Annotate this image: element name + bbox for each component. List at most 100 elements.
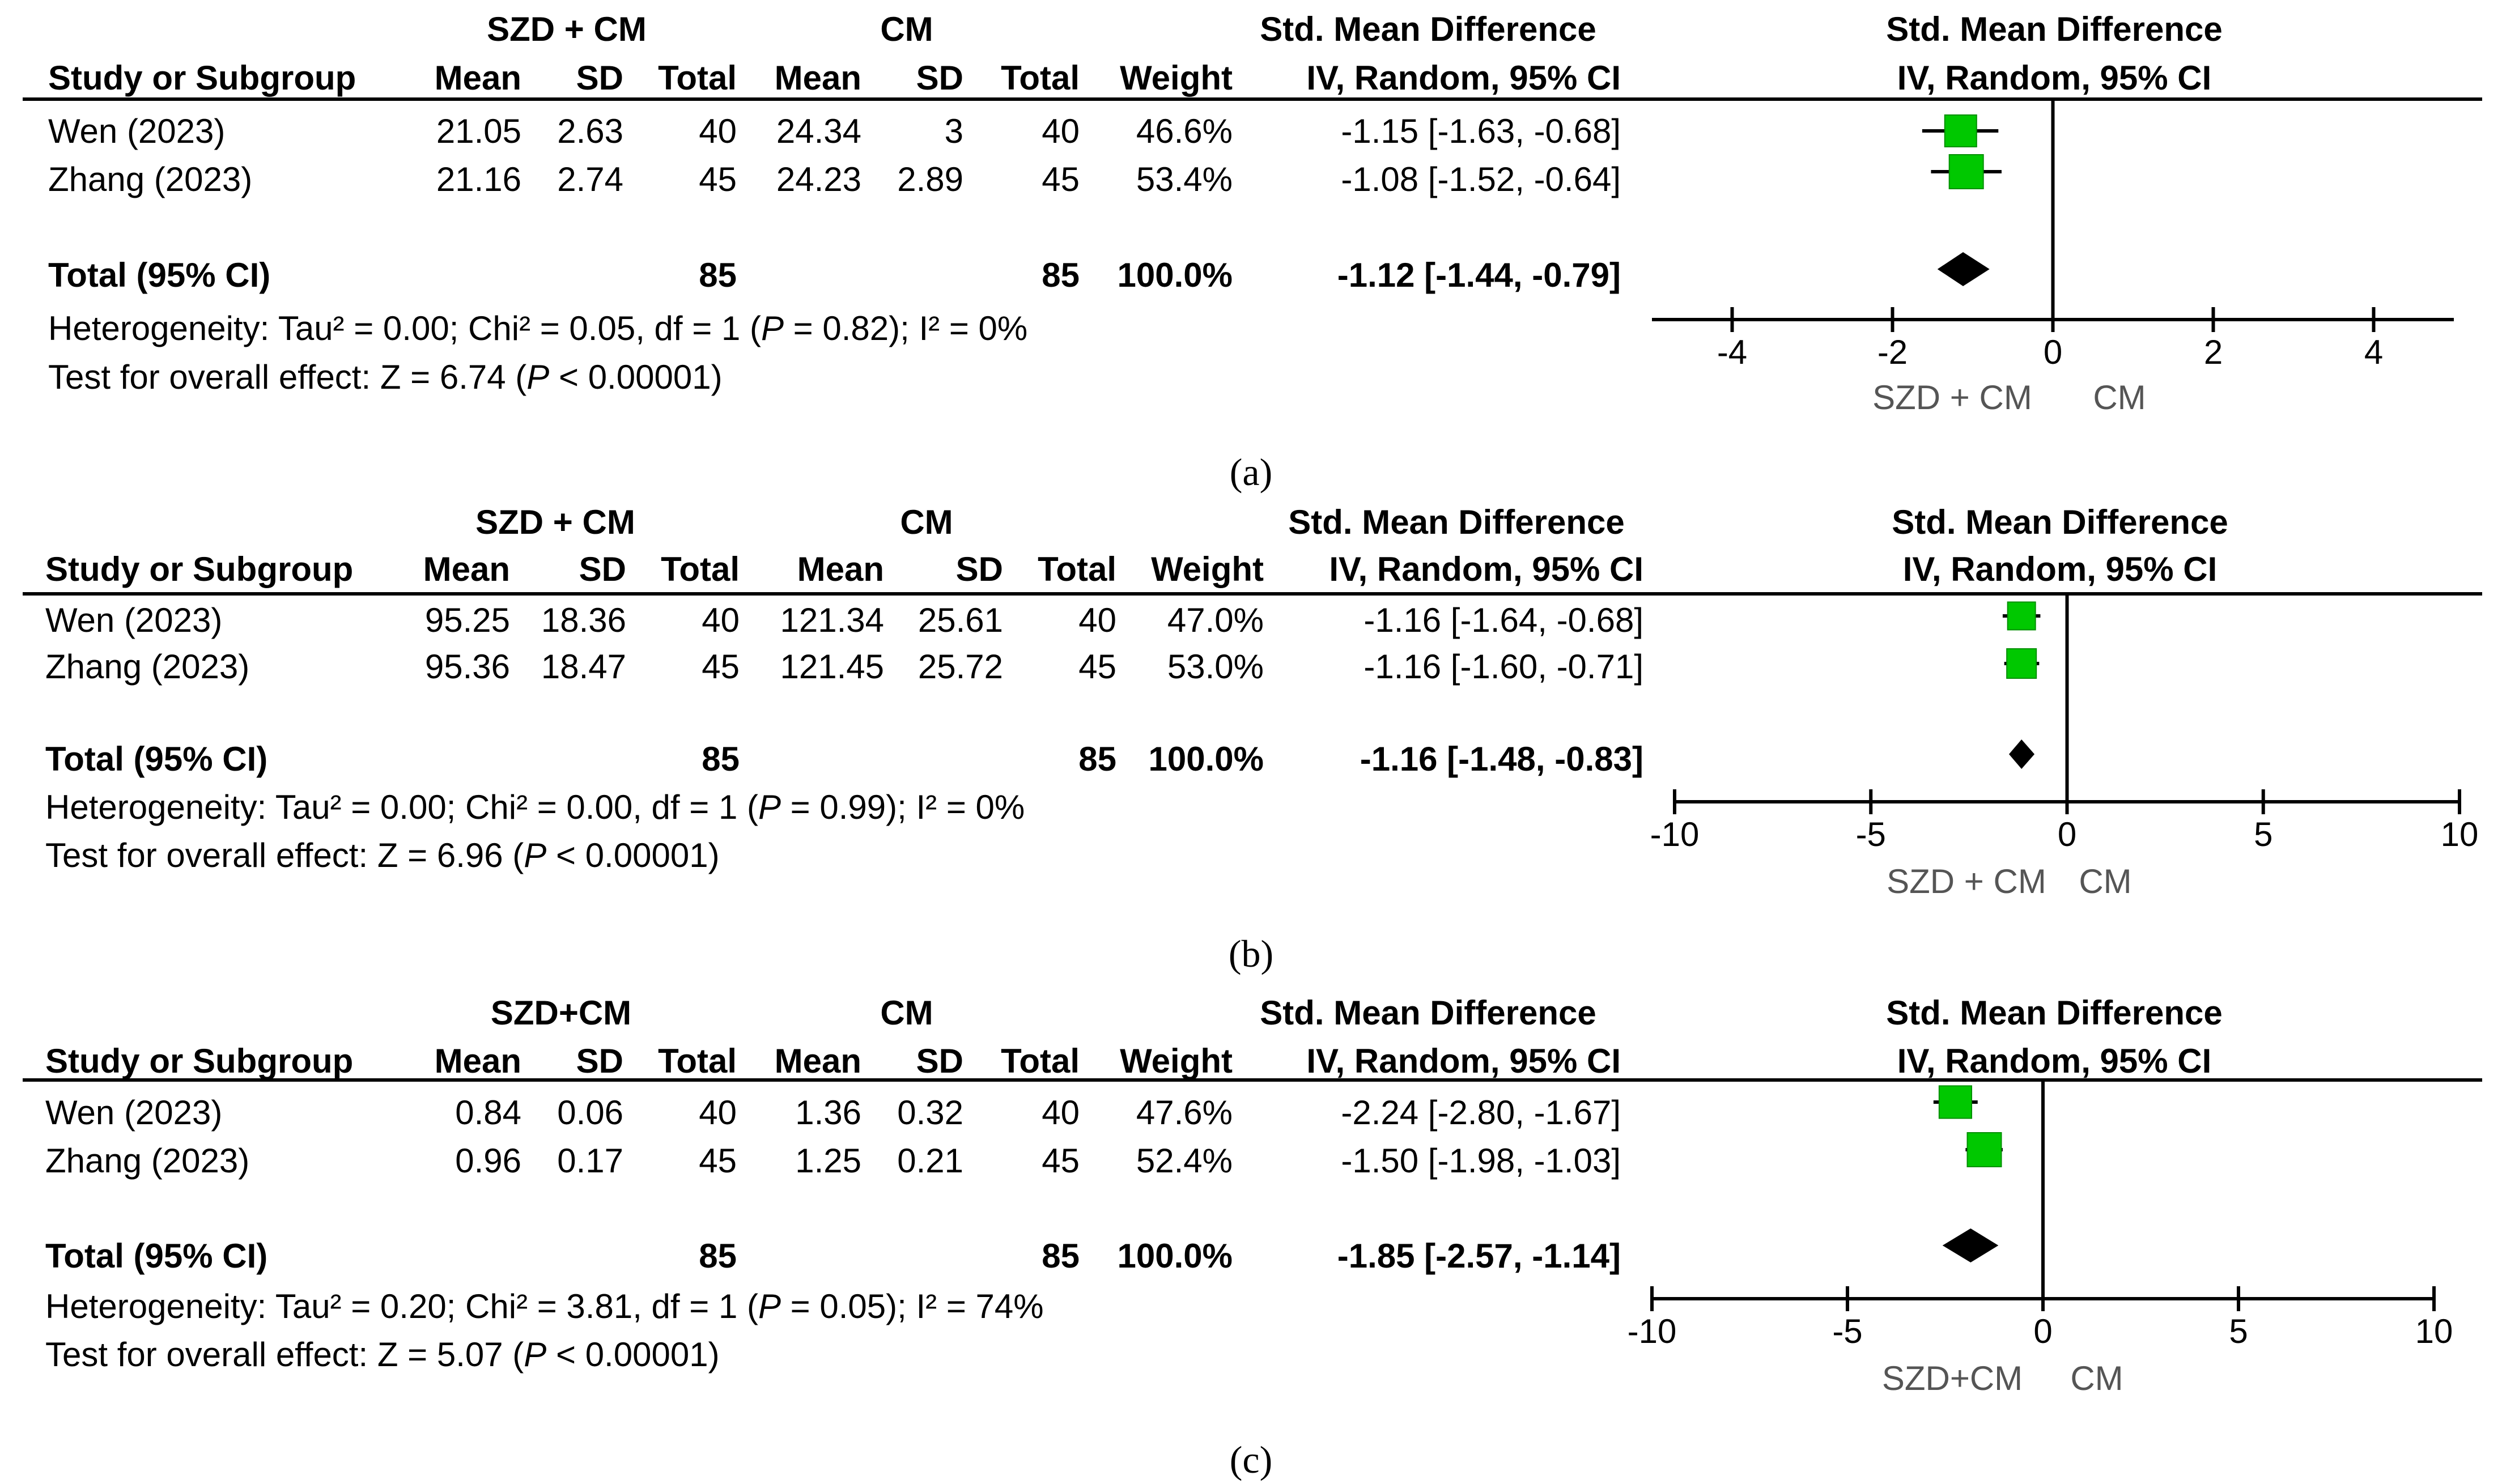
panel-label: (b): [1228, 932, 1274, 975]
study-name: Wen (2023): [45, 601, 223, 639]
overall-effect-text: Test for overall effect: Z = 5.07 (P < 0…: [45, 1336, 720, 1374]
group1-header: SZD + CM: [487, 10, 647, 48]
study-marker: [1966, 1132, 2002, 1167]
study-name: Zhang (2023): [48, 160, 253, 198]
forest-plot-c: -10 -5 0 5 10 SZD+CM CM: [23, 1078, 2482, 1397]
total-weight: 100.0%: [1117, 256, 1233, 294]
forest-panel-c: SZD+CM CM Std. Mean Difference Std. Mean…: [0, 989, 2502, 1484]
study-name: Wen (2023): [45, 1094, 223, 1132]
plot-title: Std. Mean Difference: [1886, 10, 2223, 48]
weight: 46.6%: [1136, 112, 1233, 150]
total-label: Total (95% CI): [45, 740, 268, 778]
total1-sum: 85: [702, 740, 740, 778]
group1-header: SZD + CM: [475, 503, 635, 541]
heterogeneity-text: Heterogeneity: Tau² = 0.00; Chi² = 0.00,…: [45, 788, 1025, 826]
col-weight: Weight: [1120, 59, 1233, 97]
total-effect-ci: -1.16 [-1.48, -0.83]: [1360, 740, 1643, 778]
total1: 40: [699, 1094, 737, 1132]
panel-label: (c): [1229, 1438, 1273, 1481]
mean2: 121.34: [780, 601, 884, 639]
col-sd1: SD: [576, 59, 623, 97]
x-tick-label: 0: [2058, 815, 2076, 853]
plot-title: Std. Mean Difference: [1892, 503, 2228, 541]
plot-sub: IV, Random, 95% CI: [1902, 550, 2218, 588]
weight: 47.0%: [1167, 601, 1264, 639]
total-effect-ci: -1.12 [-1.44, -0.79]: [1337, 256, 1621, 294]
col-mean1: Mean: [434, 1042, 521, 1080]
col-effect-sub: IV, Random, 95% CI: [1306, 1042, 1621, 1080]
mean2: 1.25: [795, 1142, 861, 1180]
effect-ci: -1.16 [-1.64, -0.68]: [1363, 601, 1643, 639]
study-marker: [2006, 648, 2037, 679]
x-tick-label: 10: [2415, 1312, 2453, 1350]
heterogeneity-text: Heterogeneity: Tau² = 0.20; Chi² = 3.81,…: [45, 1287, 1044, 1325]
weight: 53.0%: [1167, 648, 1264, 686]
mean1: 21.16: [436, 160, 521, 198]
heterogeneity-text: Heterogeneity: Tau² = 0.00; Chi² = 0.05,…: [48, 309, 1028, 347]
x-tick-label: -4: [1717, 333, 1747, 371]
total2: 45: [1042, 160, 1080, 198]
total-weight: 100.0%: [1148, 740, 1264, 778]
group2-header: CM: [880, 994, 933, 1032]
weight: 47.6%: [1136, 1094, 1233, 1132]
sd2: 25.61: [917, 601, 1003, 639]
x-tick-label: -5: [1832, 1312, 1862, 1350]
total2-sum: 85: [1042, 256, 1080, 294]
col-sd2: SD: [916, 59, 963, 97]
total1: 45: [699, 160, 737, 198]
group2-header: CM: [900, 503, 953, 541]
favours-right-label: CM: [2070, 1359, 2123, 1397]
sd2: 25.72: [917, 648, 1003, 686]
forest-plot-a: -4 -2 0 2 4 SZD + CM CM: [23, 97, 2482, 416]
x-tick-label: -10: [1650, 815, 1700, 853]
study-name: Zhang (2023): [45, 648, 250, 686]
mean2: 24.23: [776, 160, 861, 198]
total-label: Total (95% CI): [48, 256, 271, 294]
overall-effect-text: Test for overall effect: Z = 6.96 (P < 0…: [45, 836, 720, 874]
effect-title: Std. Mean Difference: [1260, 994, 1596, 1032]
group1-header: SZD+CM: [490, 994, 632, 1032]
col-sd1: SD: [576, 1042, 623, 1080]
mean1: 0.84: [455, 1094, 521, 1132]
pooled-diamond: [1937, 252, 1990, 286]
col-total2: Total: [1001, 59, 1080, 97]
col-weight: Weight: [1151, 550, 1264, 588]
effect-ci: -1.15 [-1.63, -0.68]: [1341, 112, 1621, 150]
mean2: 1.36: [795, 1094, 861, 1132]
col-mean2: Mean: [774, 59, 861, 97]
favours-left-label: SZD + CM: [1887, 862, 2046, 900]
study-marker: [1944, 114, 1977, 148]
sd2: 0.21: [897, 1142, 963, 1180]
study-marker: [2007, 601, 2036, 631]
sd2: 3: [944, 112, 963, 150]
x-tick-label: 5: [2254, 815, 2272, 853]
col-total2: Total: [1001, 1042, 1080, 1080]
weight: 52.4%: [1136, 1142, 1233, 1180]
plot-sub: IV, Random, 95% CI: [1897, 1042, 2212, 1080]
pooled-diamond: [2009, 739, 2035, 769]
weight: 53.4%: [1136, 160, 1233, 198]
total2: 40: [1042, 112, 1080, 150]
col-study: Study or Subgroup: [45, 550, 354, 588]
mean1: 95.36: [424, 648, 510, 686]
total2-sum: 85: [1078, 740, 1116, 778]
forest-plot-b: -10 -5 0 5 10 SZD + CM CM: [23, 592, 2482, 900]
col-mean1: Mean: [423, 550, 510, 588]
x-tick-label: 5: [2229, 1312, 2248, 1350]
x-tick-label: 4: [2364, 333, 2383, 371]
col-weight: Weight: [1120, 1042, 1233, 1080]
x-tick-label: 2: [2204, 333, 2223, 371]
col-mean2: Mean: [797, 550, 884, 588]
effect-title: Std. Mean Difference: [1288, 503, 1625, 541]
study-marker: [1948, 154, 1984, 189]
favours-left-label: SZD+CM: [1882, 1359, 2023, 1397]
total-effect-ci: -1.85 [-2.57, -1.14]: [1337, 1237, 1621, 1275]
col-total1: Total: [661, 550, 740, 588]
total1: 40: [699, 112, 737, 150]
sd1: 18.36: [541, 601, 626, 639]
effect-ci: -1.16 [-1.60, -0.71]: [1363, 648, 1643, 686]
forest-panel-a: SZD + CM CM Std. Mean Difference Std. Me…: [0, 0, 2502, 495]
col-total1: Total: [658, 59, 737, 97]
col-total2: Total: [1038, 550, 1116, 588]
effect-ci: -1.50 [-1.98, -1.03]: [1341, 1142, 1621, 1180]
